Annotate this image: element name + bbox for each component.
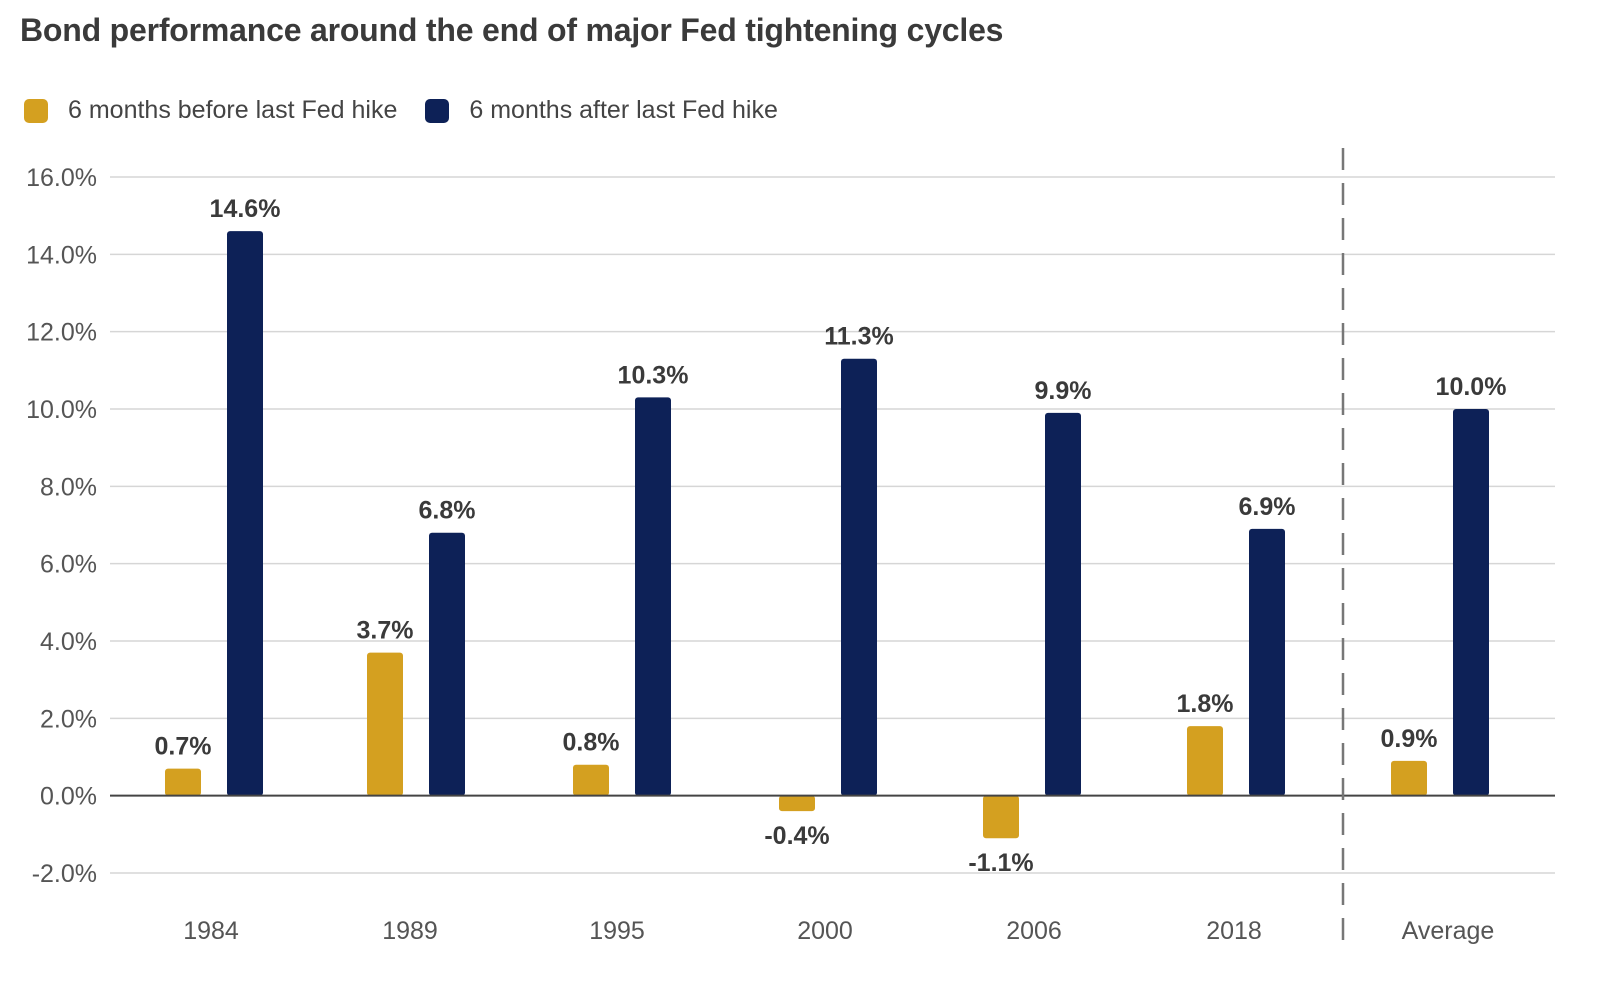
category-label: 1989 [382,917,438,945]
category-label: 2018 [1206,917,1262,945]
data-label: 1.8% [1177,690,1234,718]
data-label: 0.9% [1381,725,1438,753]
legend-label-before: 6 months before last Fed hike [68,96,398,124]
bar-before [779,795,815,812]
data-label: -0.4% [764,822,829,850]
legend-swatch-after [425,98,450,123]
data-label: 0.7% [155,733,212,761]
category-label: 2006 [1006,917,1062,945]
y-tick-label: 0.0% [40,783,97,811]
bar-after [227,231,263,796]
data-label: 11.3% [824,323,894,351]
bar-after [635,397,671,796]
y-tick-label: -2.0% [32,860,97,888]
bar-before [1187,726,1223,796]
data-label: 0.8% [563,729,620,757]
category-label: 2000 [797,917,853,945]
y-tick-label: 14.0% [26,241,97,269]
bar-before [573,764,609,796]
data-label: 14.6% [210,195,281,223]
y-tick-label: 6.0% [40,551,97,579]
bar-after [1249,528,1285,796]
category-label: 1995 [589,917,645,945]
y-tick-label: 10.0% [26,396,97,424]
data-label: 6.8% [419,497,476,525]
legend-item-before: 6 months before last Fed hike [24,96,397,125]
y-tick-label: 12.0% [26,319,97,347]
data-label: 10.0% [1436,373,1507,401]
bar-after [841,358,877,796]
legend-swatch-before [24,98,48,123]
data-label: 6.9% [1239,493,1296,521]
category-label: 1984 [183,917,239,945]
legend-item-after: 6 months after last Fed hike [425,96,778,125]
bar-before [983,795,1019,839]
data-label: 3.7% [357,617,414,645]
bar-after [1045,412,1081,796]
data-label: 9.9% [1035,377,1092,405]
bar-after [429,532,465,796]
category-label: Average [1402,917,1495,945]
legend-label-after: 6 months after last Fed hike [469,96,778,124]
data-label: -1.1% [968,849,1033,877]
bar-before [367,652,403,796]
bar-before [1391,760,1427,796]
y-tick-label: 2.0% [40,705,97,733]
data-label: 10.3% [618,361,689,389]
chart-title: Bond performance around the end of major… [20,12,1004,48]
y-tick-label: 8.0% [40,473,97,501]
y-tick-label: 16.0% [26,164,97,192]
legend: 6 months before last Fed hike 6 months a… [24,96,806,125]
bar-before [165,768,201,796]
bar-after [1453,409,1489,796]
y-tick-label: 4.0% [40,628,97,656]
